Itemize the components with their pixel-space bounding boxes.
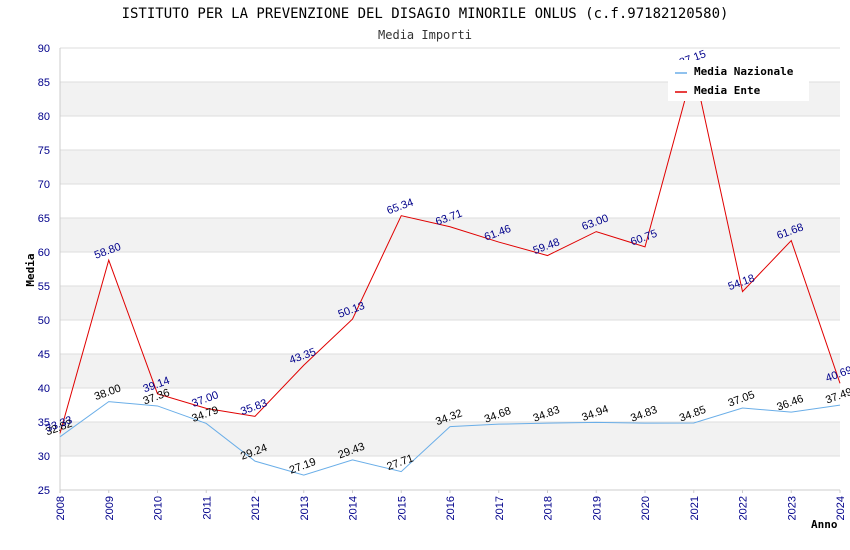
y-tick-label: 45: [38, 349, 50, 361]
x-tick-label: 2016: [445, 496, 457, 520]
x-tick-label: 2021: [689, 496, 701, 520]
legend-box: [668, 60, 809, 101]
x-tick-label: 2020: [640, 496, 652, 520]
chart-subtitle: Media Importi: [378, 28, 472, 42]
series-line-media-ente: [59, 67, 841, 434]
y-tick-label: 40: [38, 383, 50, 395]
x-tick-labels: 2008 2009 2010 2011 2012 2013 2014 2015 2016 2017…: [55, 490, 847, 520]
grid-band: [60, 218, 840, 252]
y-tick-label: 25: [38, 485, 50, 497]
x-tick-label: 2017: [494, 496, 506, 520]
y-tick-label: 55: [38, 281, 50, 293]
series-lines: [59, 67, 841, 476]
x-tick-label: 2019: [591, 496, 603, 520]
data-label: 34.94: [580, 403, 610, 424]
x-tick-label: 2014: [348, 496, 360, 520]
x-tick-label: 2013: [299, 496, 311, 520]
y-tick-label: 65: [38, 213, 50, 225]
y-axis-label: Media: [24, 253, 37, 286]
x-tick-label: 2008: [55, 496, 67, 520]
y-tick-label: 90: [38, 43, 50, 55]
y-tick-label: 85: [38, 77, 50, 89]
data-label: 37.05: [726, 389, 756, 410]
x-tick-label: 2018: [543, 496, 555, 520]
chart-title: ISTITUTO PER LA PREVENZIONE DEL DISAGIO …: [122, 6, 729, 22]
series-line-media-nazionale: [59, 401, 841, 476]
x-tick-label: 2023: [786, 496, 798, 520]
grid-band: [60, 422, 840, 456]
grid-band: [60, 354, 840, 388]
legend-label-media-ente: Media Ente: [694, 84, 761, 97]
y-tick-label: 75: [38, 145, 50, 157]
data-label: 27.19: [288, 456, 318, 477]
data-label: 65.34: [385, 197, 415, 218]
x-tick-label: 2011: [201, 496, 213, 520]
data-label: 34.85: [678, 404, 708, 425]
x-tick-label: 2009: [104, 496, 116, 520]
x-tick-label: 2024: [835, 496, 847, 520]
x-tick-label: 2012: [250, 496, 262, 520]
grid-band: [60, 286, 840, 320]
grid-band: [60, 150, 840, 184]
legend-label-media-nazionale: Media Nazionale: [694, 65, 794, 78]
y-tick-label: 80: [38, 111, 50, 123]
x-tick-label: 2010: [153, 496, 165, 520]
y-tick-label: 30: [38, 451, 50, 463]
x-tick-label: 2015: [396, 496, 408, 520]
legend: Media Nazionale Media Ente: [668, 60, 809, 101]
x-axis-label: Anno: [811, 518, 838, 531]
y-tick-label: 50: [38, 315, 50, 327]
y-tick-label: 60: [38, 247, 50, 259]
data-label: 35.83: [239, 397, 269, 418]
y-tick-labels: 25 30 35 40 45 50 55 60 65 70 75 80 85 90: [38, 43, 50, 497]
y-tick-label: 35: [38, 417, 50, 429]
x-tick-label: 2022: [738, 496, 750, 520]
y-tick-label: 70: [38, 179, 50, 191]
data-label: 37.49: [824, 386, 850, 407]
